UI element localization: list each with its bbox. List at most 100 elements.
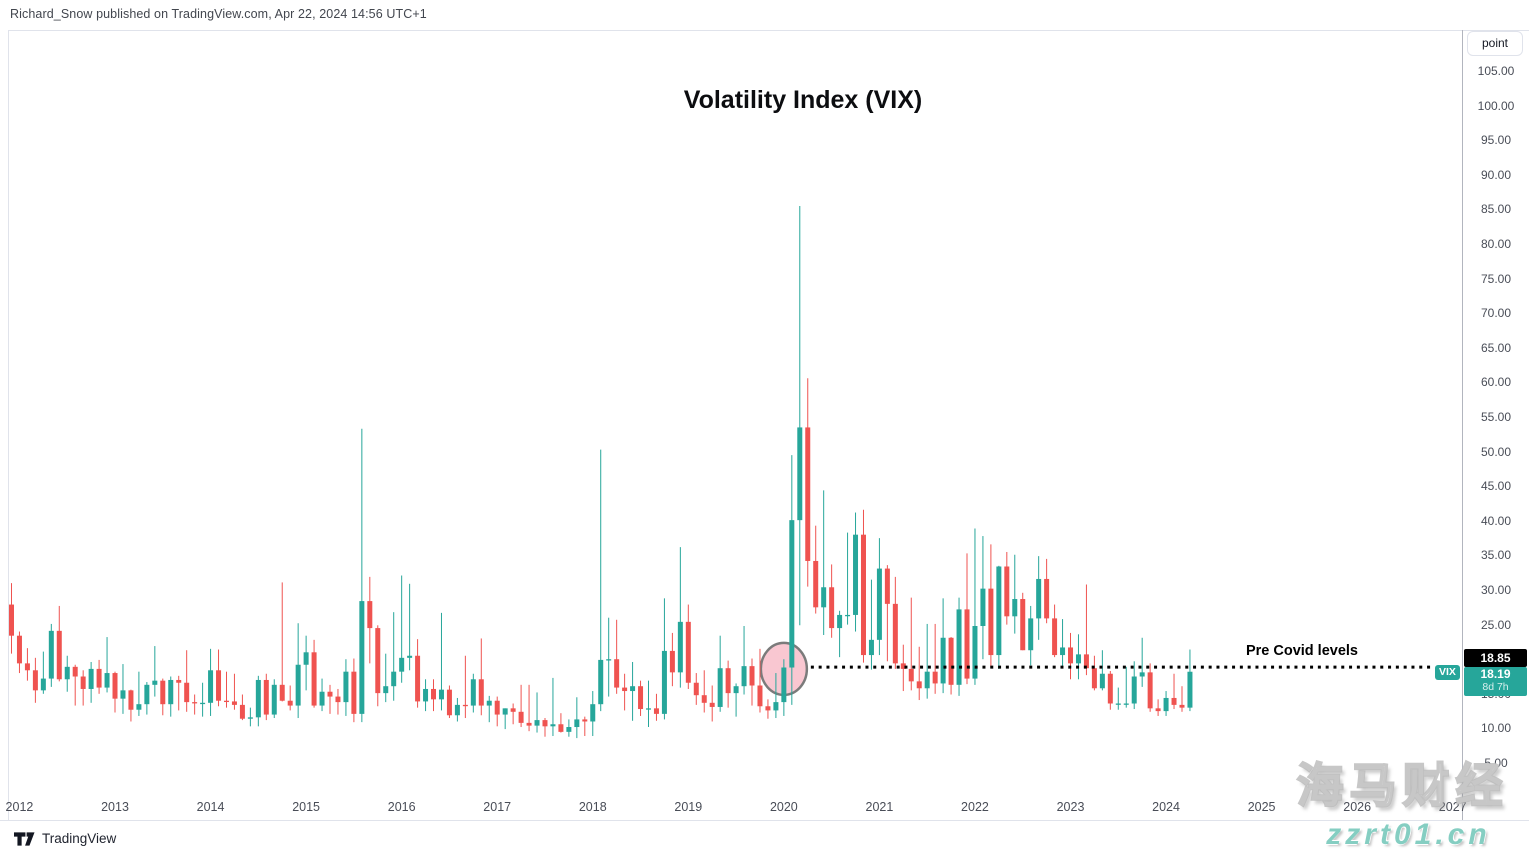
- candle-body: [1179, 704, 1185, 708]
- candle-body: [454, 704, 460, 716]
- candle-body: [343, 671, 349, 703]
- y-axis-tick: 85.00: [1480, 202, 1512, 217]
- x-axis-tick: 2025: [1247, 800, 1276, 814]
- candle-body: [96, 668, 102, 688]
- y-axis-tick: 40.00: [1480, 513, 1512, 528]
- candle-body: [327, 691, 333, 697]
- candle-body: [765, 706, 771, 711]
- candle-body: [311, 652, 317, 706]
- candle-body: [542, 720, 548, 727]
- tradingview-logo-icon: [14, 831, 35, 846]
- candle-body: [526, 722, 532, 726]
- candle-body: [470, 679, 476, 706]
- candle-body: [24, 663, 30, 671]
- candle-body: [88, 668, 94, 689]
- candle-body: [462, 704, 468, 707]
- candle-body: [399, 657, 405, 672]
- candle-body: [160, 680, 166, 705]
- candle-body: [152, 680, 158, 685]
- candle-body: [638, 686, 644, 710]
- candle-body: [367, 601, 373, 629]
- y-axis-tick: 35.00: [1480, 548, 1512, 563]
- candle-body: [996, 566, 1002, 656]
- candle-body: [1163, 697, 1169, 712]
- candle-body: [733, 686, 739, 694]
- candle-body: [566, 727, 572, 732]
- candle-body: [821, 587, 827, 608]
- candle-body: [884, 568, 890, 604]
- candle-body: [335, 696, 341, 703]
- candle-body: [208, 670, 214, 703]
- candle-body: [295, 664, 301, 706]
- x-axis-tick: 2020: [769, 800, 798, 814]
- candle-body: [383, 686, 389, 694]
- candle-body: [247, 717, 253, 719]
- candle-body: [279, 684, 285, 701]
- candle-body: [184, 682, 190, 703]
- candle-body: [255, 679, 261, 718]
- candle-body: [741, 666, 747, 687]
- candle-body: [940, 637, 946, 684]
- y-axis-tick: 55.00: [1480, 410, 1512, 425]
- candle-body: [773, 702, 779, 711]
- candle-body: [192, 702, 198, 704]
- candle-body: [1068, 647, 1074, 664]
- candle-body: [1060, 647, 1066, 656]
- candle-body: [1036, 578, 1042, 619]
- candle-body: [216, 670, 222, 701]
- candle-body: [1171, 697, 1177, 705]
- candle-body: [1187, 671, 1193, 708]
- watermark-url-text: zzrt01.cn: [1326, 818, 1491, 851]
- candle-body: [1004, 566, 1010, 617]
- x-axis-tick: 2016: [387, 800, 416, 814]
- candle-body: [805, 427, 811, 561]
- candle-body: [72, 666, 78, 677]
- candle-body: [829, 587, 835, 629]
- candle-body: [112, 673, 118, 699]
- candle-body: [813, 560, 819, 608]
- x-axis-tick: 2023: [1056, 800, 1085, 814]
- candle-body: [853, 534, 859, 615]
- y-axis-tick: 75.00: [1480, 271, 1512, 286]
- pane-top-border: [8, 30, 1529, 31]
- price-axis-unit-button[interactable]: point: [1467, 31, 1523, 56]
- candle-body: [510, 708, 516, 712]
- candle-body: [64, 666, 70, 680]
- y-axis-tick: 50.00: [1480, 444, 1512, 459]
- candle-body: [717, 668, 723, 707]
- candle-body: [271, 684, 277, 715]
- candle-body: [860, 534, 866, 656]
- candle-body: [900, 663, 906, 669]
- tradingview-logo[interactable]: TradingView: [14, 831, 116, 846]
- candle-body: [1052, 618, 1058, 656]
- candle-body: [630, 686, 636, 692]
- x-axis-tick: 2024: [1152, 800, 1180, 814]
- candle-body: [375, 628, 381, 694]
- x-axis-tick: 2022: [961, 800, 989, 814]
- candle-body: [1155, 708, 1161, 712]
- candle-body: [948, 637, 954, 685]
- y-axis-tick: 90.00: [1480, 167, 1512, 182]
- candle-body: [749, 666, 755, 686]
- x-axis-tick: 2018: [578, 800, 607, 814]
- y-axis-tick: 45.00: [1480, 479, 1512, 494]
- candle-body: [797, 427, 803, 521]
- candle-body: [486, 700, 492, 706]
- candle-body: [80, 676, 86, 689]
- candle-body: [582, 719, 588, 722]
- candle-body: [980, 588, 986, 627]
- candle-body: [1083, 654, 1089, 669]
- y-axis-tick: 10.00: [1480, 721, 1512, 736]
- candle-body: [351, 671, 357, 714]
- x-axis-tick: 2014: [196, 800, 225, 814]
- candle-body: [725, 668, 731, 694]
- x-axis-tick: 2017: [483, 800, 512, 814]
- candle-body: [932, 671, 938, 684]
- candle-body: [287, 700, 293, 706]
- candle-body: [693, 682, 699, 696]
- candle-body: [223, 700, 229, 703]
- candle-body: [709, 702, 715, 707]
- candle-body: [1131, 676, 1137, 704]
- candle-body: [550, 724, 556, 727]
